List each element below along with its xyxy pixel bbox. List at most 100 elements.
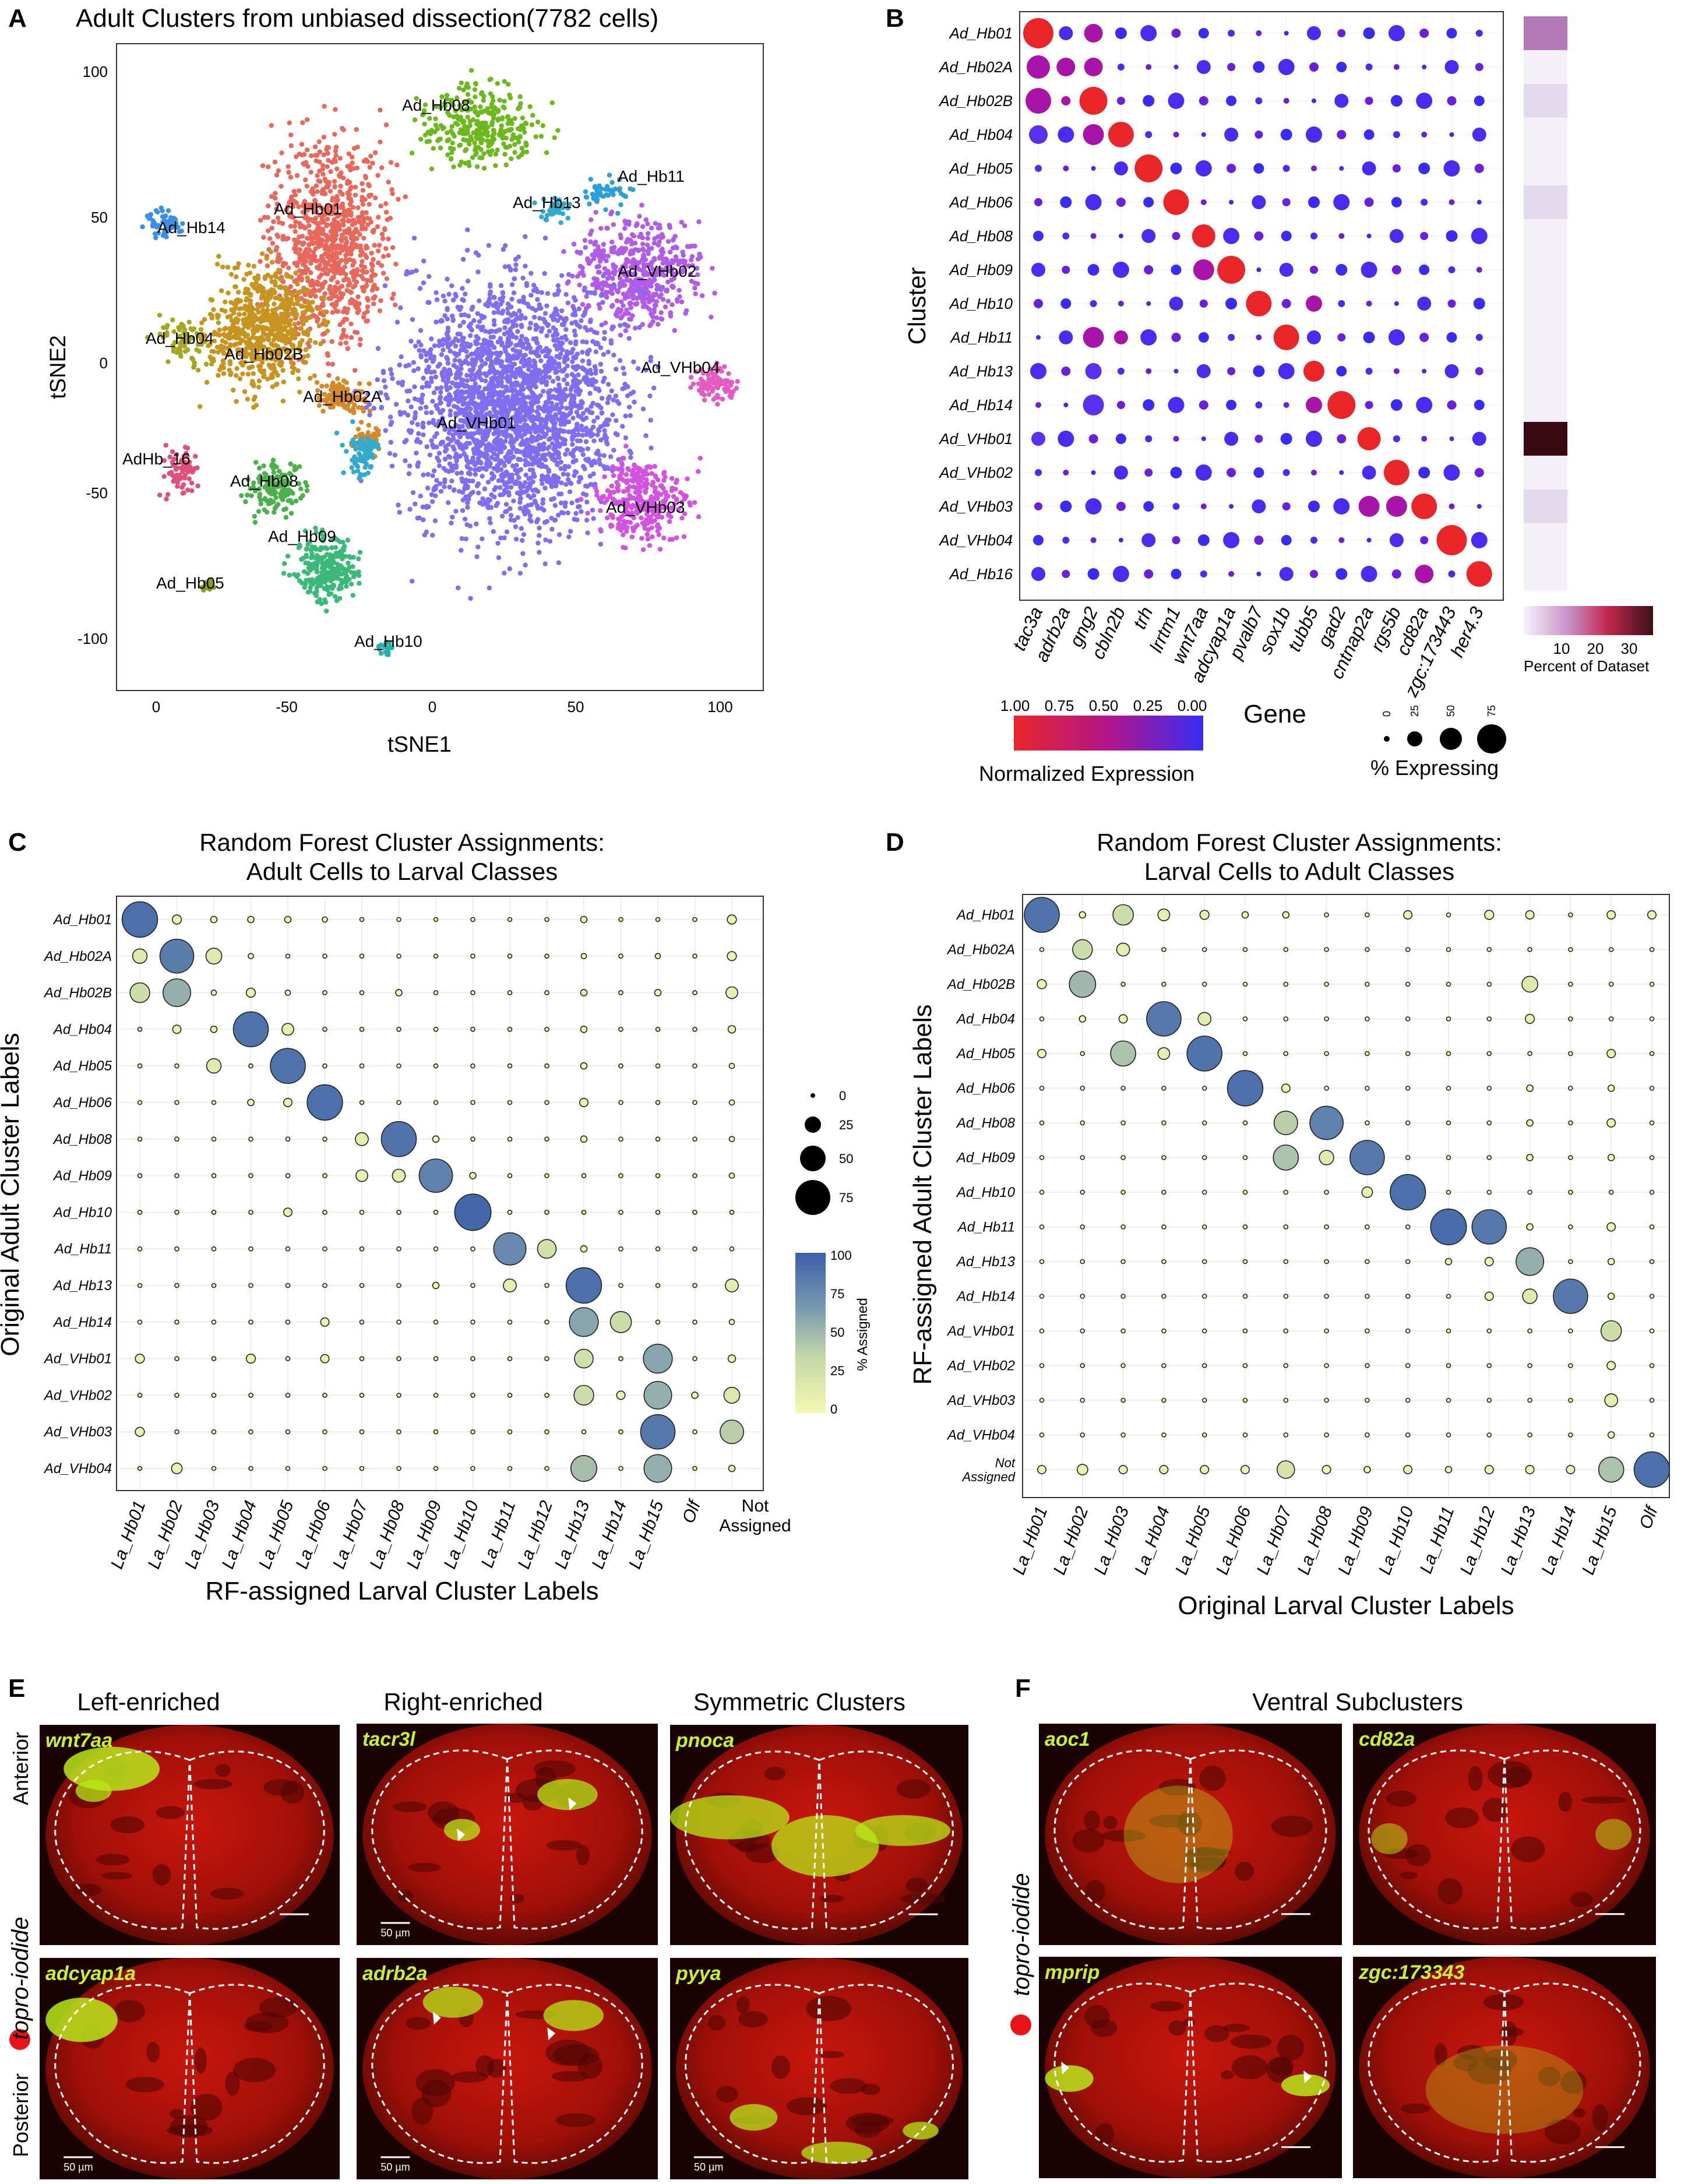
tsne-point (583, 415, 589, 421)
tsne-point (333, 302, 339, 307)
tsne-point (435, 406, 440, 411)
tsne-point (244, 307, 249, 312)
tsne-point (209, 297, 215, 303)
tsne-point (615, 288, 621, 294)
tsne-point (556, 407, 562, 412)
tsne-point (686, 263, 692, 269)
tsne-point (332, 184, 337, 189)
tsne-point (398, 305, 403, 311)
tsne-point (274, 172, 280, 178)
tsne-point (351, 275, 357, 280)
tsne-point (261, 302, 267, 307)
tsne-point (608, 340, 614, 346)
tsne-point (465, 108, 471, 113)
tsne-point (333, 107, 338, 112)
tsne-point (357, 342, 362, 347)
tsne-point (387, 216, 393, 221)
tsne-point (225, 265, 231, 270)
tsne-point (274, 381, 280, 387)
tsne-point (301, 254, 306, 259)
tsne-point (182, 348, 188, 354)
tsne-point (307, 337, 313, 343)
tsne-point (195, 342, 201, 347)
tsne-point (596, 285, 602, 290)
tsne-point (342, 228, 347, 234)
tsne-point (351, 231, 356, 237)
tsne-point (635, 295, 640, 301)
tsne-point (554, 354, 559, 359)
tsne-point (640, 322, 646, 327)
tsne-point (627, 301, 632, 306)
tsne-point (301, 321, 306, 327)
tsne-point (513, 343, 519, 348)
tsne-point (527, 485, 532, 491)
tsne-point (309, 205, 314, 210)
tsne-point (342, 264, 347, 270)
tsne-point (245, 333, 251, 338)
tsne-point (235, 290, 241, 295)
tsne-point (383, 384, 388, 390)
tsne-point (377, 308, 383, 313)
tsne-point (489, 148, 495, 153)
tsne-point (563, 316, 569, 321)
tsne-point (418, 342, 424, 348)
tsne-point (359, 221, 365, 227)
tsne-point (487, 347, 492, 353)
tsne-point (298, 326, 304, 331)
tsne-point (337, 251, 343, 256)
tsne-point (410, 317, 415, 322)
tsne-point (180, 221, 185, 226)
tsne-point (165, 359, 171, 364)
tsne-point (276, 252, 281, 258)
tsne-point (178, 351, 183, 357)
tsne-point (196, 348, 202, 354)
tsne-point (582, 238, 588, 243)
tsne-point (434, 444, 439, 450)
tsne-point (322, 191, 327, 196)
tsne-point (467, 142, 472, 147)
tsne-point (288, 174, 294, 180)
tsne-point (544, 333, 549, 339)
tsne-point (455, 122, 460, 127)
tsne-point (649, 445, 654, 450)
tsne-point (439, 352, 444, 357)
tsne-point (647, 307, 652, 312)
tsne-point (367, 216, 372, 221)
tsne-point (471, 130, 476, 136)
tsne-point (459, 118, 464, 123)
tsne-point (371, 256, 376, 262)
tsne-point (330, 381, 336, 386)
tsne-point (570, 415, 576, 421)
tsne-point (353, 329, 358, 335)
tsne-point (587, 368, 593, 373)
tsne-point (171, 346, 177, 351)
tsne-point (367, 412, 372, 418)
tsne-point (445, 138, 450, 143)
tsne-point (314, 380, 320, 385)
tsne-point (351, 410, 357, 415)
tsne-point (418, 328, 424, 333)
tsne-point (660, 316, 665, 322)
tsne-point (495, 109, 501, 114)
tsne-point (604, 226, 609, 231)
tsne-point (288, 132, 294, 138)
tsne-point (523, 473, 528, 478)
tsne-point (365, 297, 371, 303)
tsne-point (353, 185, 358, 190)
tsne-point (712, 290, 717, 296)
tsne-point (392, 452, 398, 458)
tsne-point (270, 241, 275, 246)
tsne-point (228, 272, 234, 277)
tsne-point (641, 248, 647, 253)
tsne-point (473, 145, 478, 150)
tsne-point (288, 143, 294, 149)
tsne-point (371, 301, 376, 307)
tsne-point (288, 224, 294, 229)
tsne-point (265, 263, 270, 269)
tsne-point (645, 221, 650, 227)
tsne-point (294, 173, 300, 178)
tsne-point (513, 537, 519, 542)
tsne-point (153, 235, 158, 241)
tsne-point (607, 274, 612, 280)
tsne-point (296, 376, 301, 382)
